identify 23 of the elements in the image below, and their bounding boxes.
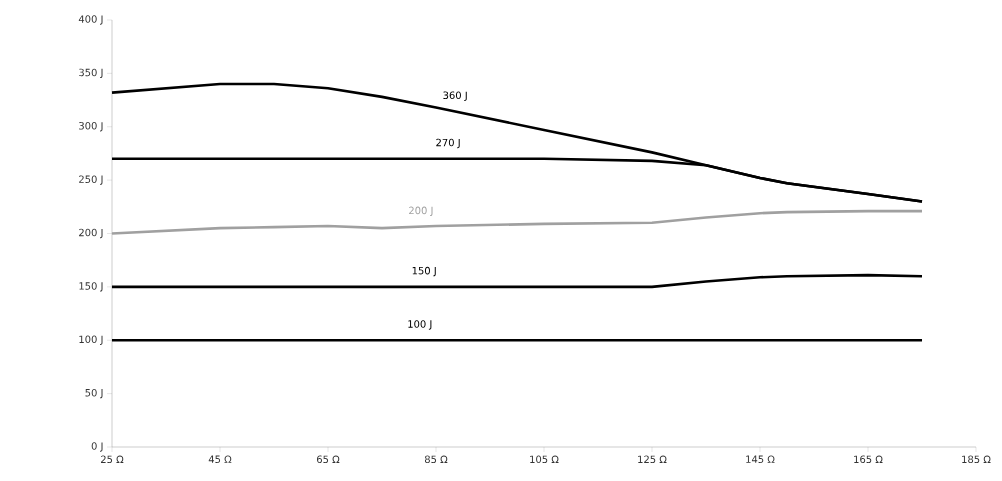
- y-tick-label: 100 J: [79, 335, 103, 345]
- y-tick-label: 200 J: [79, 228, 103, 239]
- x-tick-label: 145 Ω: [746, 455, 775, 464]
- x-tick-label: 65 Ω: [316, 455, 340, 464]
- series-label: 200 J: [409, 206, 433, 217]
- x-tick-label: 125 Ω: [638, 455, 667, 464]
- y-tick-label: 150 J: [79, 282, 103, 292]
- x-tick-label: 165 Ω: [854, 455, 883, 464]
- series-label: 360 J: [443, 91, 467, 101]
- x-tick-label: 45 Ω: [208, 455, 232, 464]
- series-label: 270 J: [436, 138, 460, 149]
- series-label: 150 J: [412, 266, 436, 277]
- x-tick-label: 105 Ω: [530, 455, 559, 464]
- y-tick-label: 400 J: [78, 15, 103, 25]
- y-tick-label: 0 J: [91, 442, 103, 452]
- y-tick-label: 250 J: [79, 175, 103, 185]
- x-tick-label: 185 Ω: [962, 455, 991, 464]
- series-label: 100 J: [408, 320, 432, 330]
- x-tick-label: 85 Ω: [424, 455, 448, 464]
- y-tick-label: 50 J: [85, 388, 103, 399]
- x-tick-label: 25 Ω: [101, 455, 124, 464]
- y-tick-label: 350 J: [79, 68, 103, 79]
- y-tick-label: 300 J: [79, 122, 103, 132]
